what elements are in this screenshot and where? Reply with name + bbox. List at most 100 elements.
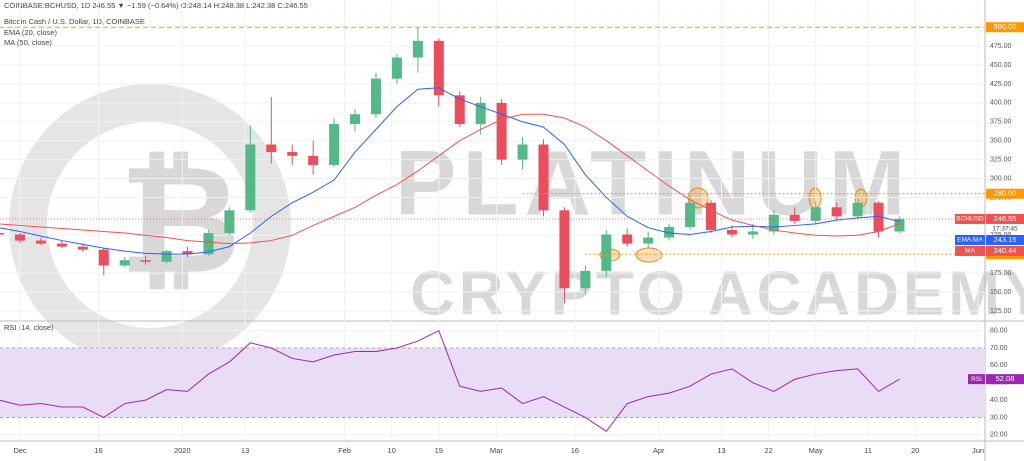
y-tick-label: 400.00 [990,100,1012,107]
x-tick-label: 16 [94,446,102,455]
candle-body [496,102,507,160]
y-tick-label: 80.00 [990,328,1008,335]
level-label-box [986,188,1024,199]
candle-body [601,234,612,271]
candle-body [580,270,591,289]
x-tick-label: Apr [653,446,665,455]
x-tick-label: 22 [764,446,772,455]
candle-body [203,233,214,255]
x-tick-label: 10 [388,446,396,455]
candle-body [391,57,402,79]
level-label: 280.00 [994,189,1017,198]
x-tick-label: 13 [241,446,249,455]
y-tick-label: 350.00 [990,138,1012,145]
chart-title: Bitcoin Cash / U.S. Dollar, 1D, COINBASE [4,17,145,26]
candle-body [894,218,905,232]
candle-body [245,144,256,211]
candle-body [15,234,25,241]
price-name-box [955,234,985,245]
candle-body [747,231,758,235]
rsi-value-box [986,374,1024,385]
x-tick-label: 19 [435,446,443,455]
candle-body [140,260,151,262]
candle-body [517,144,528,160]
x-tick-label: Mar [490,446,503,455]
candle-body [56,243,67,247]
logo-glyph: ₿ [119,136,241,304]
watermark-line2: CRYPTO ACADEMY [410,259,1024,328]
level-label-box [986,22,1024,33]
y-tick-label: 300.00 [990,175,1012,182]
rsi-name-box [968,374,985,385]
x-tick-label: 20 [911,446,919,455]
x-tick-label: 11 [864,446,872,455]
candle-body [726,229,737,235]
y-tick-label: 475.00 [990,43,1012,50]
candle-body [308,155,319,165]
candle-body [873,202,884,232]
candle-body [538,144,549,211]
x-tick-label: Feb [338,446,351,455]
candle-body [768,214,779,232]
y-tick-label: 60.00 [990,362,1008,369]
candle-body [433,40,444,96]
y-tick-label: 375.00 [990,119,1012,126]
indicator-line [0,113,900,245]
highlight [808,187,822,209]
price-name-box [955,245,985,256]
price-label-value: 246.55 [994,214,1017,223]
y-tick-label: 30.00 [990,414,1008,421]
quote-line: COINBASE:BCHUSD, 1D 246.55 ▼ −1.59 (−0.6… [4,1,308,10]
candle-body [161,251,172,262]
y-tick-label: 150.00 [990,289,1012,296]
candle-body [266,144,277,153]
candle-body [559,210,570,289]
y-tick-label: 325.00 [990,156,1012,163]
candle-body [852,202,863,217]
y-tick-label: 125.00 [990,308,1012,315]
price-value-box [986,245,1024,256]
price-value-box [986,213,1024,224]
countdown: 17:37:45 [992,226,1018,233]
price-label-name: BCHUSD [956,216,984,223]
candle-body [287,152,298,156]
y-tick-label: 425.00 [990,81,1012,88]
candle-body [119,260,130,266]
price-label-name: MA [965,248,975,255]
x-tick-label: 2020 [174,446,191,455]
y-tick-label: 70.00 [990,345,1008,352]
rsi-value-label: 52.08 [996,374,1015,383]
candle-body [831,207,842,217]
highlight [635,247,663,263]
candle-body [370,78,381,115]
rsi-name: RSI [971,376,982,383]
candle-body [810,207,821,221]
x-tick-label: May [809,446,823,455]
y-tick-label: 20.00 [990,432,1008,439]
x-tick-label: 16 [571,446,579,455]
x-tick-label: Jun [972,446,984,455]
candle-body [77,246,88,250]
candle-body [454,95,465,125]
candle-body [35,240,46,244]
price-name-box [955,213,985,224]
x-tick-label: Dec [13,446,27,455]
rsi-band [0,348,985,418]
price-label-value: 243.15 [994,235,1017,244]
price-label-name: EMA:MA [957,237,983,244]
candle-body [706,202,717,230]
candle-body [182,251,193,255]
candle-body [98,249,109,266]
y-tick-label: 175.00 [990,270,1012,277]
watermark-line1: PLATINUM [395,132,911,234]
candle-body [622,234,633,244]
candle-body [475,102,486,125]
candle-body [664,226,675,238]
indicator-line [0,87,900,255]
legend-entry: MA (50, close) [4,38,52,47]
candle-body [643,237,654,244]
x-tick-label: 13 [717,446,725,455]
y-tick-label: 40.00 [990,397,1008,404]
price-value-box [986,234,1024,245]
